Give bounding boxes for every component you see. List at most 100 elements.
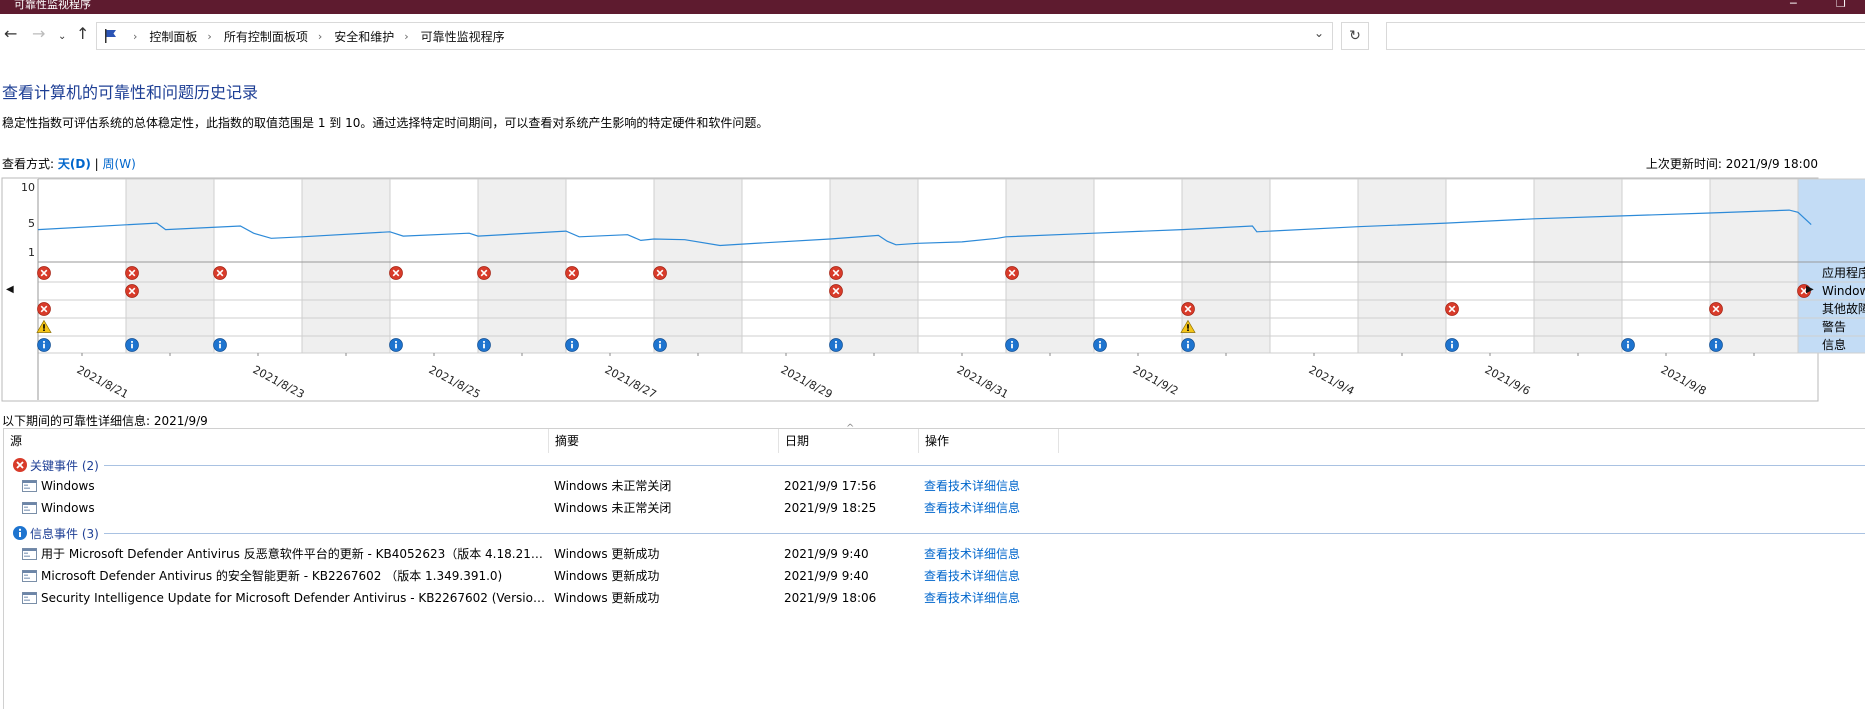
table-row[interactable]: Windows Windows 未正常关闭 2021/9/9 18:25 查看技术详细… (4, 497, 1865, 519)
day-event-column[interactable] (1446, 263, 1534, 353)
chevron-right-icon[interactable]: › (317, 30, 323, 43)
info-icon[interactable] (829, 338, 843, 352)
column-header-summary[interactable]: 摘要 (549, 429, 779, 453)
day-column[interactable] (830, 179, 918, 263)
day-column[interactable] (214, 179, 302, 263)
error-icon[interactable] (1709, 302, 1723, 316)
info-icon[interactable] (1181, 338, 1195, 352)
day-event-column[interactable] (830, 263, 918, 353)
day-event-column[interactable] (1270, 263, 1358, 353)
event-group-header[interactable]: 信息事件 (3) (12, 523, 99, 543)
info-icon[interactable] (1093, 338, 1107, 352)
day-event-column[interactable] (1094, 263, 1182, 353)
table-row[interactable]: Security Intelligence Update for Microso… (4, 587, 1865, 609)
chevron-right-icon[interactable]: › (404, 30, 409, 43)
view-technical-details-link[interactable]: 查看技术详细信息 (924, 547, 1021, 561)
day-column[interactable] (390, 179, 478, 263)
day-column[interactable] (1182, 179, 1270, 263)
day-column[interactable] (38, 179, 126, 263)
breadcrumb-control-panel[interactable]: 控制面板 (149, 30, 198, 44)
info-icon[interactable] (213, 338, 227, 352)
day-column[interactable] (1534, 179, 1622, 263)
info-icon[interactable] (1621, 338, 1635, 352)
address-bar[interactable]: › 控制面板 › 所有控制面板项 › 安全和维护 › 可靠性监视程序 ⌄ (96, 22, 1333, 50)
error-icon[interactable] (653, 266, 667, 280)
error-icon[interactable] (829, 266, 843, 280)
info-icon[interactable] (1709, 338, 1723, 352)
info-icon[interactable] (565, 338, 579, 352)
error-icon[interactable] (565, 266, 579, 280)
day-event-column[interactable] (918, 263, 1006, 353)
selected-day-column[interactable] (1797, 178, 1865, 354)
error-icon[interactable] (37, 302, 51, 316)
error-icon[interactable] (213, 266, 227, 280)
day-event-column[interactable] (38, 263, 126, 353)
warning-icon[interactable] (36, 319, 52, 333)
error-icon[interactable] (37, 266, 51, 280)
error-icon[interactable] (829, 284, 843, 298)
day-column[interactable] (1270, 179, 1358, 263)
refresh-button[interactable]: ↻ (1341, 22, 1369, 50)
error-icon[interactable] (1181, 302, 1195, 316)
event-group-header[interactable]: 关键事件 (2) (12, 455, 99, 475)
day-column[interactable] (1094, 179, 1182, 263)
day-column[interactable] (742, 179, 830, 263)
column-header-source[interactable]: 源 (4, 429, 549, 453)
day-event-column[interactable] (566, 263, 654, 353)
info-icon[interactable] (37, 338, 51, 352)
error-icon[interactable] (1445, 302, 1459, 316)
day-column[interactable] (1710, 179, 1798, 263)
day-event-column[interactable] (214, 263, 302, 353)
back-arrow-icon[interactable]: ← (4, 24, 18, 43)
minimize-icon[interactable]: ─ (1790, 0, 1797, 10)
error-icon[interactable] (389, 266, 403, 280)
info-icon[interactable] (477, 338, 491, 352)
up-arrow-icon[interactable]: ↑ (76, 24, 90, 43)
error-icon[interactable] (125, 284, 139, 298)
table-row[interactable]: 用于 Microsoft Defender Antivirus 反恶意软件平台的… (4, 543, 1865, 565)
day-column[interactable] (566, 179, 654, 263)
info-icon[interactable] (1005, 338, 1019, 352)
restore-icon[interactable]: ❐ (1836, 0, 1846, 10)
day-column[interactable] (478, 179, 566, 263)
day-column[interactable] (126, 179, 214, 263)
day-column[interactable] (1006, 179, 1094, 263)
info-icon[interactable] (653, 338, 667, 352)
day-column[interactable] (918, 179, 1006, 263)
day-event-column[interactable] (1710, 263, 1798, 353)
day-event-column[interactable] (1358, 263, 1446, 353)
day-event-column[interactable] (390, 263, 478, 353)
view-technical-details-link[interactable]: 查看技术详细信息 (924, 501, 1021, 515)
view-by-week-link[interactable]: 周(W) (102, 157, 136, 171)
day-column[interactable] (654, 179, 742, 263)
chevron-right-icon[interactable]: › (133, 30, 138, 43)
scroll-left-icon[interactable]: ◀ (6, 284, 14, 295)
day-event-column[interactable] (302, 263, 390, 353)
error-icon[interactable] (1005, 266, 1019, 280)
warning-icon[interactable] (1180, 319, 1196, 333)
error-icon[interactable] (477, 266, 491, 280)
day-event-column[interactable] (478, 263, 566, 353)
day-event-column[interactable] (126, 263, 214, 353)
info-icon[interactable] (125, 338, 139, 352)
recent-locations-chevron-icon[interactable]: ⌄ (58, 31, 67, 42)
breadcrumb-reliability-monitor[interactable]: 可靠性监视程序 (420, 30, 505, 44)
address-dropdown-icon[interactable]: ⌄ (1313, 26, 1324, 40)
day-event-column[interactable] (1006, 263, 1094, 353)
table-row[interactable]: Microsoft Defender Antivirus 的安全智能更新 - K… (4, 565, 1865, 587)
breadcrumb-all-items[interactable]: 所有控制面板项 (223, 30, 308, 44)
info-icon[interactable] (389, 338, 403, 352)
view-by-day-link[interactable]: 天(D) (57, 157, 91, 171)
table-row[interactable]: Windows Windows 未正常关闭 2021/9/9 17:56 查看技术详细… (4, 475, 1865, 497)
day-column[interactable] (302, 179, 390, 263)
view-technical-details-link[interactable]: 查看技术详细信息 (924, 591, 1021, 605)
error-icon[interactable] (125, 266, 139, 280)
forward-arrow-icon[interactable]: → (32, 24, 46, 43)
column-header-action[interactable]: 操作 (919, 429, 1059, 453)
scroll-right-icon[interactable]: ▶ (1806, 284, 1814, 295)
day-column[interactable] (1358, 179, 1446, 263)
view-technical-details-link[interactable]: 查看技术详细信息 (924, 479, 1021, 493)
column-header-date[interactable]: 日期 (779, 429, 919, 453)
chevron-right-icon[interactable]: › (207, 30, 212, 43)
day-event-column[interactable] (1182, 263, 1270, 353)
